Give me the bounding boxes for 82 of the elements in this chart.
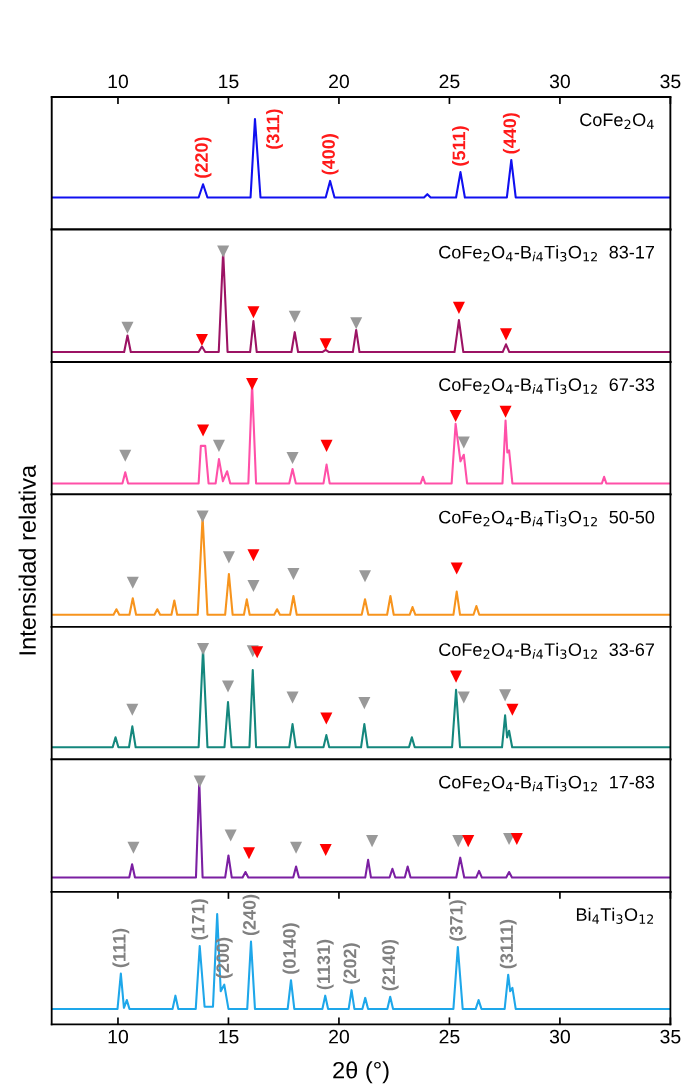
annotation: (111) <box>112 928 130 968</box>
point <box>242 847 256 860</box>
point <box>359 570 372 583</box>
point <box>222 551 235 564</box>
annotation: (2140) <box>381 939 399 991</box>
x-tick-label: 10 <box>108 1029 129 1044</box>
point <box>319 843 332 856</box>
point <box>127 841 140 854</box>
point <box>350 317 363 330</box>
point <box>319 338 332 351</box>
point <box>366 835 379 848</box>
point <box>506 703 519 716</box>
point <box>452 301 465 314</box>
annotation: (202) <box>343 943 360 984</box>
annotation: (200) <box>215 937 233 979</box>
chart-title: CoFe$_{2}$O$_{4}$-B$_{i4}$Ti$_{3}$O$_{12}$ 50-50 <box>439 510 655 527</box>
annotation: (0140) <box>282 923 300 974</box>
point <box>499 405 512 418</box>
x-tick-label: 20 <box>329 1029 349 1044</box>
point <box>197 643 210 656</box>
point <box>358 697 371 710</box>
point <box>286 691 299 704</box>
point <box>197 424 210 437</box>
point <box>217 245 230 258</box>
x-tick-label: 30 <box>549 1029 570 1044</box>
annotation: (400) <box>321 134 339 175</box>
chart-title: Bi$_{4}$Ti$_{3}$O$_{12}$ <box>576 907 654 924</box>
point <box>286 452 299 465</box>
annotation: (220) <box>194 137 212 178</box>
annotation: (3111) <box>499 919 517 969</box>
point <box>499 328 513 341</box>
x2-tick-label: 20 <box>329 74 349 89</box>
x2-tick-label: 30 <box>549 74 570 89</box>
x-tick-label: 25 <box>439 1029 460 1044</box>
point <box>247 580 260 593</box>
x-tick-label: 15 <box>219 1029 239 1044</box>
x2-tick-label: 35 <box>660 74 681 89</box>
x2-tick-label: 25 <box>439 74 460 89</box>
point <box>195 333 208 346</box>
point <box>193 775 206 788</box>
point <box>450 670 463 683</box>
point <box>246 378 259 391</box>
x-axis-title: 2θ (°) <box>333 1061 389 1084</box>
annotation: (511) <box>452 126 469 166</box>
chart-title: CoFe$_{2}$O$_{4}$-B$_{i4}$Ti$_{3}$O$_{12}$ 67-33 <box>439 377 655 395</box>
point <box>212 439 225 452</box>
point <box>449 410 462 423</box>
point <box>121 321 134 334</box>
point <box>126 576 139 589</box>
point <box>462 835 475 848</box>
point <box>457 436 470 449</box>
annotation: (1131) <box>316 939 334 990</box>
y-axis-title: Intensidad relativa <box>18 464 36 655</box>
point <box>320 712 333 725</box>
point <box>450 562 463 575</box>
chart-title: CoFe$_{2}$O$_{4}$ <box>580 113 654 129</box>
point <box>247 306 260 319</box>
x-tick-label: 35 <box>660 1029 681 1044</box>
point <box>119 449 132 462</box>
annotation: (240) <box>242 894 260 936</box>
chart-title: CoFe$_{2}$O$_{4}$-B$_{i4}$Ti$_{3}$O$_{12}$ 83-17 <box>439 245 654 262</box>
annotation: (171) <box>191 899 209 940</box>
point <box>457 691 470 704</box>
annotation: (311) <box>266 109 283 149</box>
point <box>251 646 264 659</box>
point <box>196 510 209 523</box>
point <box>510 832 523 845</box>
point <box>222 680 235 693</box>
point <box>290 841 303 854</box>
point <box>320 439 333 452</box>
point <box>287 567 300 580</box>
point <box>224 829 237 842</box>
point <box>126 703 139 716</box>
annotation: (371) <box>449 900 467 941</box>
annotation: (440) <box>502 113 520 154</box>
chart-title: CoFe$_{2}$O$_{4}$-B$_{i4}$Ti$_{3}$O$_{12}$ 33-67 <box>439 642 654 659</box>
point <box>288 310 301 323</box>
point <box>499 689 512 702</box>
point <box>247 549 260 562</box>
x2-tick-label: 10 <box>108 74 129 89</box>
x2-tick-label: 15 <box>219 74 239 89</box>
chart-title: CoFe$_{2}$O$_{4}$-B$_{i4}$Ti$_{3}$O$_{12}$ 17-83 <box>439 775 655 792</box>
